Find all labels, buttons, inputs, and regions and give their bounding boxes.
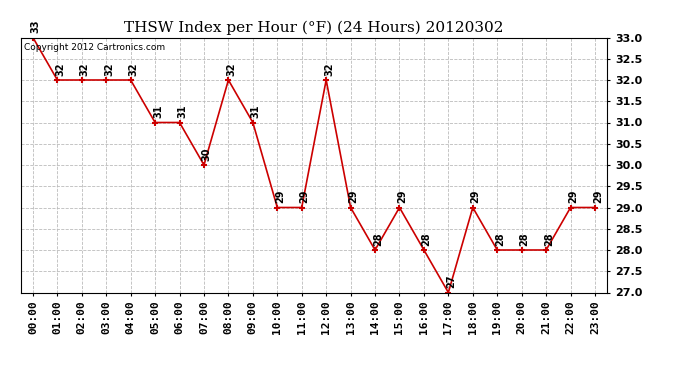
Text: 33: 33	[30, 20, 41, 33]
Text: 28: 28	[544, 232, 554, 246]
Text: Copyright 2012 Cartronics.com: Copyright 2012 Cartronics.com	[23, 43, 165, 52]
Text: 29: 29	[397, 190, 407, 203]
Text: 29: 29	[593, 190, 603, 203]
Text: 29: 29	[471, 190, 480, 203]
Text: 32: 32	[79, 62, 90, 76]
Text: 29: 29	[299, 190, 310, 203]
Text: 28: 28	[373, 232, 383, 246]
Text: 32: 32	[226, 62, 236, 76]
Text: 31: 31	[177, 105, 187, 118]
Text: 30: 30	[201, 147, 212, 161]
Text: 29: 29	[348, 190, 358, 203]
Text: 31: 31	[250, 105, 261, 118]
Text: 29: 29	[275, 190, 285, 203]
Text: 32: 32	[104, 62, 114, 76]
Text: 32: 32	[324, 62, 334, 76]
Text: 28: 28	[422, 232, 432, 246]
Text: 32: 32	[55, 62, 65, 76]
Text: 29: 29	[569, 190, 578, 203]
Title: THSW Index per Hour (°F) (24 Hours) 20120302: THSW Index per Hour (°F) (24 Hours) 2012…	[124, 21, 504, 35]
Text: 28: 28	[520, 232, 529, 246]
Text: 27: 27	[446, 275, 456, 288]
Text: 28: 28	[495, 232, 505, 246]
Text: 31: 31	[153, 105, 163, 118]
Text: 32: 32	[128, 62, 139, 76]
